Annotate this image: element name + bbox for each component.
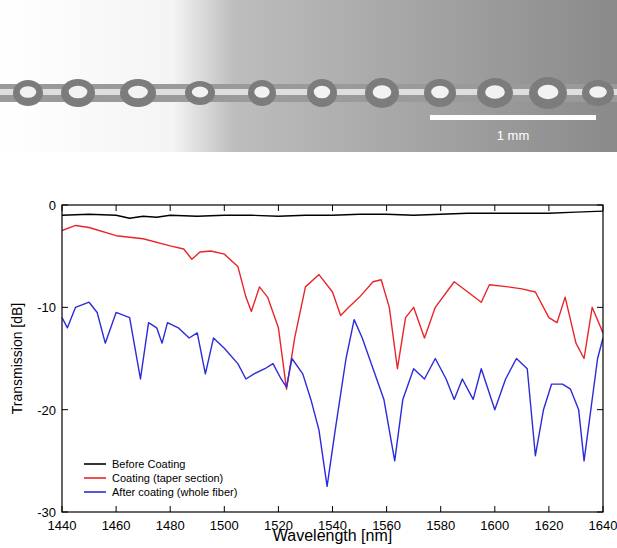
bead-highlight [69, 86, 88, 99]
bead-highlight [538, 85, 559, 99]
x-tick-label: 1440 [48, 518, 77, 533]
bead-highlight [431, 86, 449, 99]
bead [248, 80, 276, 106]
x-tick [440, 506, 441, 512]
x-tick-label: 1460 [102, 518, 131, 533]
bead-highlight [20, 86, 37, 98]
x-tick-top [170, 205, 171, 211]
photo: 1 mm [0, 0, 617, 152]
plot-frame [62, 205, 603, 512]
bead [307, 79, 337, 107]
bead-highlight [254, 86, 269, 98]
bead [120, 79, 156, 107]
legend-label: Before Coating [112, 458, 185, 470]
x-axis-title: Wavelength [nm] [273, 527, 392, 544]
bead-highlight [373, 85, 392, 99]
y-tick-label: -20 [37, 403, 56, 418]
bead [529, 77, 567, 109]
x-tick-label: 1600 [480, 518, 509, 533]
y-axis-title: Transmission [dB] [9, 303, 25, 415]
x-tick-top [440, 205, 441, 211]
x-tick-label: 1580 [426, 518, 455, 533]
legend-label: Coating (taper section) [112, 472, 223, 484]
chart: 1440146014801500152015401560158016001620… [9, 198, 617, 544]
x-tick-top [386, 205, 387, 211]
series-line [62, 211, 603, 218]
y-tick [62, 409, 68, 410]
y-tick-label: 0 [49, 198, 56, 213]
x-tick [170, 506, 171, 512]
legend-swatch [84, 491, 106, 493]
y-tick [62, 307, 68, 308]
y-tick-right [597, 409, 603, 410]
bead [365, 78, 399, 108]
x-tick-label: 1500 [210, 518, 239, 533]
y-tick-label: -30 [37, 505, 56, 520]
bead-highlight [128, 86, 148, 99]
x-tick-top [332, 205, 333, 211]
x-tick-top [278, 205, 279, 211]
x-tick-top [224, 205, 225, 211]
x-tick [224, 506, 225, 512]
bead-highlight [485, 85, 505, 99]
x-tick-top [116, 205, 117, 211]
legend: Before Coating Coating (taper section) Aft… [84, 458, 237, 498]
bead [582, 80, 614, 106]
y-tick-label: -10 [37, 300, 56, 315]
bead [13, 80, 43, 106]
bead [61, 79, 95, 107]
bead-highlight [192, 87, 209, 98]
scale-bar [430, 115, 596, 120]
series-group [62, 211, 603, 486]
x-tick [386, 506, 387, 512]
y-tick-right [597, 307, 603, 308]
x-tick [494, 506, 495, 512]
x-tick-label: 1640 [589, 518, 617, 533]
legend-swatch [84, 463, 106, 465]
x-tick [116, 506, 117, 512]
x-tick-label: 1480 [156, 518, 185, 533]
x-tick-label: 1620 [534, 518, 563, 533]
bead [477, 78, 513, 108]
x-tick [548, 506, 549, 512]
scale-bar-label: 1 mm [497, 128, 530, 143]
x-tick-top [494, 205, 495, 211]
x-tick-top [548, 205, 549, 211]
bead [424, 79, 456, 107]
legend-label: After coating (whole fiber) [112, 486, 237, 498]
photo-background [0, 0, 617, 152]
x-tick [332, 506, 333, 512]
bead-highlight [589, 86, 607, 98]
plot-area [62, 205, 603, 512]
bead-highlight [314, 86, 331, 99]
figure: 1 mm144014601480150015201540156015801600… [0, 0, 617, 548]
x-tick [278, 506, 279, 512]
legend-swatch [84, 477, 106, 479]
bead [185, 81, 215, 105]
page: 1 mm144014601480150015201540156015801600… [0, 0, 617, 548]
series-line [62, 302, 603, 486]
